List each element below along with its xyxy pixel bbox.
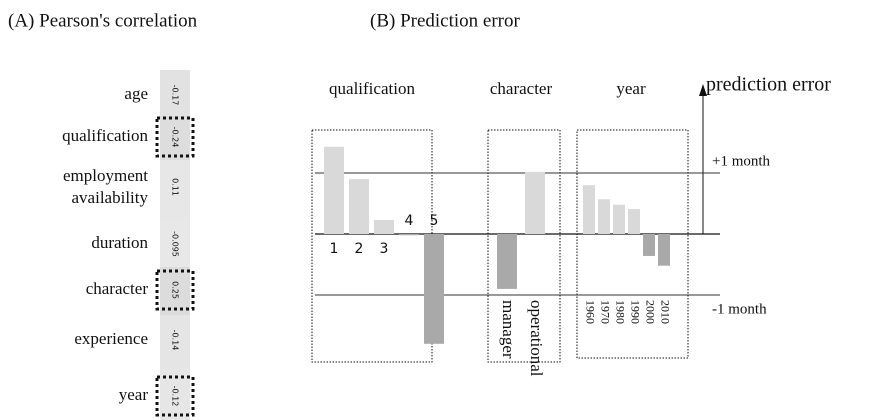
- cell-value: 0.25: [171, 281, 180, 299]
- category-label: 1960: [583, 300, 597, 324]
- bar: [628, 208, 640, 234]
- cell-value: -0.17: [171, 85, 180, 106]
- category-label: 1980: [613, 300, 627, 324]
- category-label: 4: [405, 213, 414, 229]
- category-label: manager: [499, 300, 518, 359]
- bar: [643, 234, 655, 256]
- group-box: [487, 129, 561, 363]
- bar: [525, 171, 545, 234]
- bar: [424, 234, 444, 344]
- cell-value: -0.14: [171, 330, 180, 351]
- cell-value: -0.12: [171, 386, 180, 407]
- cell-value: -0.095: [171, 231, 180, 257]
- category-label: 2: [355, 241, 364, 257]
- group-box: [311, 129, 433, 363]
- bar: [399, 234, 419, 236]
- row-label: experience: [74, 329, 148, 348]
- bar: [613, 204, 625, 234]
- category-label: operational: [527, 300, 546, 377]
- y-axis-label: prediction error: [706, 74, 831, 96]
- group-title: year: [616, 79, 646, 98]
- bar: [497, 234, 517, 289]
- row-label: employment availability: [63, 166, 148, 207]
- y-tick-label: -1 month: [712, 301, 767, 317]
- category-label: 3: [380, 241, 389, 257]
- cell-value: -0.24: [171, 127, 180, 148]
- heat-cell: [160, 218, 190, 267]
- highlight-box: [155, 269, 195, 311]
- bar: [374, 219, 394, 234]
- row-label: age: [124, 84, 148, 103]
- row-label: duration: [91, 233, 148, 252]
- bar: [658, 234, 670, 266]
- group-title: character: [490, 79, 553, 98]
- panel-a-title: (A) Pearson's correlation: [8, 10, 198, 31]
- row-label: qualification: [62, 126, 148, 145]
- category-label: 1990: [628, 300, 642, 324]
- category-label: 2010: [658, 300, 672, 324]
- heat-cell: [160, 315, 190, 368]
- group-box: [576, 129, 689, 359]
- bar: [598, 199, 610, 234]
- heat-cell: [160, 267, 190, 315]
- category-label: 5: [430, 213, 439, 229]
- heat-cell: [160, 116, 190, 160]
- row-label: character: [86, 279, 149, 298]
- highlight-box: [155, 375, 195, 417]
- cell-value: 0.11: [171, 178, 180, 196]
- y-tick-label: +1 month: [712, 153, 771, 169]
- bar: [324, 146, 344, 234]
- row-label: year: [119, 385, 149, 404]
- category-label: 2000: [643, 300, 657, 324]
- bar: [349, 179, 369, 234]
- arrow-head: [699, 84, 707, 96]
- heat-cell: [160, 160, 190, 218]
- category-label: 1970: [598, 300, 612, 324]
- panel-b-title: (B) Prediction error: [370, 10, 521, 31]
- highlight-box: [155, 116, 195, 158]
- category-label: 1: [330, 241, 339, 257]
- heat-cell: [160, 70, 190, 116]
- group-title: qualification: [329, 79, 415, 98]
- bar: [583, 185, 595, 234]
